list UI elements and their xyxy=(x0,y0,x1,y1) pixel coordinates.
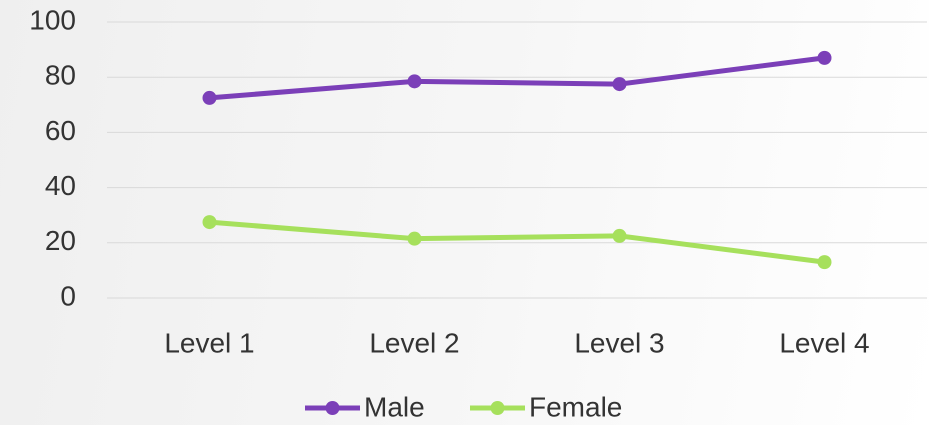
legend-marker xyxy=(490,401,505,415)
x-tick-label: Level 4 xyxy=(779,327,869,358)
data-point xyxy=(407,74,422,89)
y-tick-label: 20 xyxy=(45,225,76,256)
series-line xyxy=(209,55,825,101)
data-point xyxy=(202,90,217,105)
y-tick-label: 0 xyxy=(60,280,76,311)
data-point xyxy=(817,50,832,65)
legend-label: Male xyxy=(364,391,425,422)
data-point xyxy=(612,77,627,92)
x-tick-label: Level 3 xyxy=(574,327,664,358)
legend-marker xyxy=(325,401,340,415)
data-point xyxy=(202,215,217,230)
legend-item: Female xyxy=(470,391,622,422)
data-point xyxy=(407,231,422,246)
y-tick-label: 40 xyxy=(45,170,76,201)
x-tick-label: Level 2 xyxy=(369,327,459,358)
data-point xyxy=(817,255,832,270)
legend-label: Female xyxy=(529,391,622,422)
y-tick-label: 100 xyxy=(29,4,76,35)
y-tick-label: 60 xyxy=(45,115,76,146)
x-tick-label: Level 1 xyxy=(164,327,254,358)
y-tick-label: 80 xyxy=(45,60,76,91)
data-point xyxy=(612,228,627,243)
legend-item: Male xyxy=(305,391,425,422)
series-line xyxy=(209,219,825,265)
